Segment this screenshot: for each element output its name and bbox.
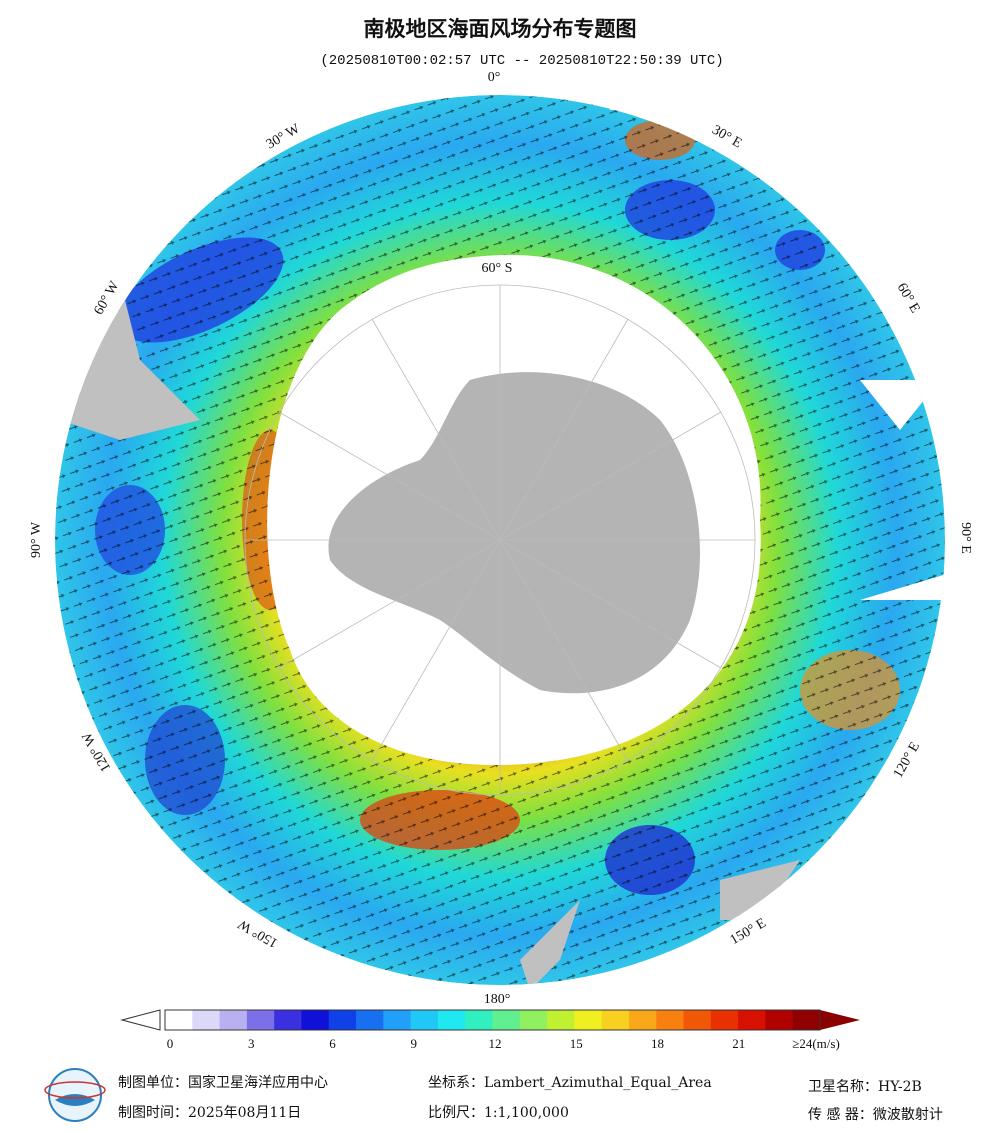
colorbar-segment	[519, 1010, 548, 1030]
colorbar-tick-label: 18	[651, 1036, 664, 1051]
colorbar-tick-label: 21	[732, 1036, 745, 1051]
lat-label: 60° S	[482, 261, 513, 276]
colorbar-segment	[274, 1010, 302, 1030]
graticule	[244, 284, 756, 796]
lon-label: 120° E	[891, 740, 923, 781]
footer-date: 制图时间：2025年08月11日	[118, 1105, 301, 1121]
logo	[44, 1068, 106, 1122]
colorbar-segment	[301, 1010, 330, 1030]
footer-producer: 制图单位：国家卫星海洋应用中心	[118, 1074, 328, 1091]
colorbar-segment	[710, 1010, 739, 1030]
colorbar-segment	[792, 1010, 821, 1030]
colorbar-segment	[328, 1010, 357, 1030]
colorbar-segment	[437, 1010, 466, 1030]
footer-satellite: 卫星名称：HY-2B	[808, 1079, 922, 1095]
colorbar-segment	[628, 1010, 657, 1030]
map-subtitle: (20250810T00:02:57 UTC -- 20250810T22:50…	[320, 53, 723, 69]
lon-label: 90° E	[958, 522, 973, 554]
colorbar-segment	[356, 1010, 384, 1030]
colorbar-tick-label: 9	[411, 1036, 418, 1051]
map-title: 南极地区海面风场分布专题图	[364, 17, 637, 41]
footer-sensor: 传 感 器：微波散射计	[808, 1106, 943, 1123]
lon-label: 90° W	[29, 521, 44, 558]
colorbar-segment	[656, 1010, 685, 1030]
colorbar-segment	[574, 1010, 603, 1030]
colorbar-segment	[219, 1010, 248, 1030]
lon-label: 60° E	[894, 281, 923, 316]
colorbar-tick-label: 6	[329, 1036, 336, 1051]
colorbar-segment	[246, 1010, 275, 1030]
colorbar-tick-label: 0	[167, 1036, 174, 1051]
colorbar-segment	[683, 1010, 712, 1030]
colorbar-frame	[164, 1009, 821, 1031]
footer-projection: 坐标系：Lambert_Azimuthal_Equal_Area	[428, 1075, 712, 1091]
lon-label: 0°	[488, 70, 501, 85]
colorbar-segment	[492, 1010, 521, 1030]
lon-label: 30° E	[709, 123, 744, 152]
colorbar-tick-label: 3	[248, 1036, 255, 1051]
colorbar-segment	[192, 1010, 221, 1030]
lon-label: 150° E	[728, 916, 769, 948]
colorbar-segment	[601, 1010, 630, 1030]
colorbar-segment	[547, 1010, 575, 1030]
lon-label: 180°	[484, 992, 511, 1007]
colorbar-segment	[465, 1010, 493, 1030]
colorbar-segment	[165, 1010, 193, 1030]
colorbar-segment	[383, 1010, 412, 1030]
footer-scale: 比例尺：1:1,100,000	[428, 1105, 569, 1121]
antarctica	[328, 372, 700, 694]
colorbar-segment	[738, 1010, 766, 1030]
colorbar-max-label: ≥24(m/s)	[792, 1036, 840, 1051]
colorbar: 0 3 6 9 12 15 18 21 ≥24(m/s)	[120, 1009, 860, 1051]
colorbar-tick-label: 12	[489, 1036, 502, 1051]
colorbar-tick-label: 15	[570, 1036, 583, 1051]
colorbar-segment	[765, 1010, 794, 1030]
colorbar-segment	[410, 1010, 439, 1030]
